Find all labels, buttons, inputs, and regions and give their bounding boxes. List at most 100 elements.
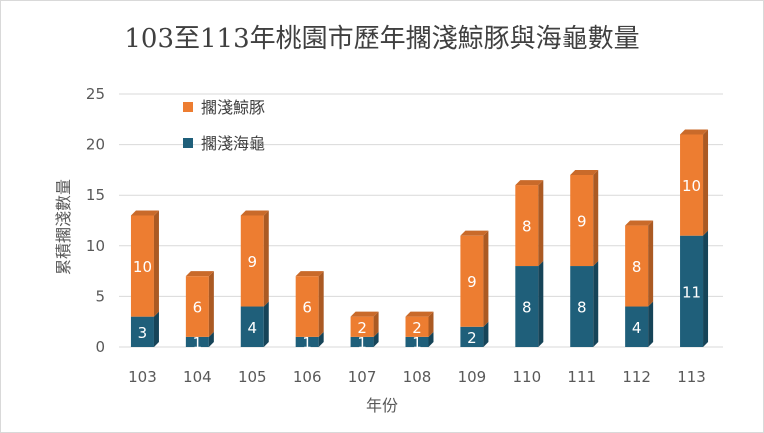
bar-top	[515, 180, 544, 186]
bar-top	[405, 311, 434, 317]
x-tick-label: 113	[677, 368, 706, 386]
bar-front	[240, 306, 264, 347]
bar-side	[703, 230, 709, 347]
bar-side	[263, 301, 269, 347]
x-tick-label: 111	[567, 368, 596, 386]
bar-side	[428, 311, 434, 337]
data-label: 10	[133, 258, 152, 276]
bar-front	[460, 235, 484, 327]
y-tick-label: 10	[86, 237, 105, 255]
bar-front	[460, 326, 484, 347]
bar-side	[648, 220, 654, 307]
data-label: 2	[412, 319, 422, 337]
data-label: 9	[577, 213, 587, 231]
data-label: 11	[682, 283, 701, 301]
x-tick-label: 104	[183, 368, 212, 386]
bar-side	[428, 331, 434, 347]
bar-side	[153, 210, 159, 317]
data-label: 8	[577, 299, 587, 317]
bar-side	[373, 331, 379, 347]
data-label: 1	[302, 334, 312, 352]
x-tick-label: 112	[622, 368, 651, 386]
bar-side	[483, 321, 489, 347]
data-label: 1	[357, 334, 367, 352]
legend-item: 擱淺海龜	[183, 134, 265, 153]
bar-segment: 4	[625, 301, 654, 347]
bar-side	[593, 261, 599, 347]
legend-swatch	[183, 138, 193, 148]
legend-label: 擱淺鯨豚	[201, 98, 265, 117]
bar-top	[460, 230, 489, 236]
data-label: 8	[632, 258, 642, 276]
bar-side	[208, 271, 214, 337]
data-label: 9	[467, 273, 477, 291]
data-label: 9	[247, 253, 257, 271]
bar-side	[208, 331, 214, 347]
legend-swatch	[183, 102, 193, 112]
data-label: 10	[682, 177, 701, 195]
bar-segment: 6	[295, 271, 324, 337]
bar-segment: 4	[240, 301, 269, 347]
x-tick-label: 106	[293, 368, 322, 386]
bar-top	[570, 169, 599, 175]
bar-segment: 8	[515, 180, 544, 267]
bar-segment: 1	[295, 331, 324, 352]
bar-top	[295, 271, 324, 277]
x-tick-label: 103	[128, 368, 157, 386]
bar-side	[538, 180, 544, 267]
bar-side	[153, 311, 159, 347]
bar-front	[295, 276, 319, 337]
bar-segment: 8	[515, 261, 544, 347]
bar-front	[350, 336, 374, 347]
x-tick-label: 109	[458, 368, 487, 386]
bar-front	[240, 215, 264, 307]
bar-front	[350, 316, 374, 337]
data-label: 2	[357, 319, 367, 337]
bar-segment: 9	[570, 169, 599, 267]
chart-title: 103至113年桃園市歷年擱淺鯨豚與海龜數量	[124, 24, 639, 54]
bar-front	[570, 266, 594, 347]
data-label: 4	[247, 319, 257, 337]
grid-lines	[119, 93, 723, 348]
y-axis-label: 累積擱淺數量	[54, 179, 73, 275]
y-tick-label: 20	[86, 136, 105, 154]
bar-front	[185, 336, 209, 347]
bar-front	[680, 235, 704, 347]
data-label: 3	[138, 324, 148, 342]
bar-segment: 8	[625, 220, 654, 307]
bar-segment: 1	[405, 331, 434, 352]
bar-segment: 2	[405, 311, 434, 337]
bar-front	[515, 185, 539, 267]
x-tick-label: 110	[512, 368, 541, 386]
bar-top	[130, 210, 159, 216]
data-label: 6	[193, 299, 203, 317]
bar-segment: 3	[130, 311, 159, 347]
y-tick-label: 25	[86, 85, 105, 103]
y-tick-label: 0	[95, 338, 105, 356]
bar-segment: 1	[185, 331, 214, 352]
data-label: 1	[193, 334, 203, 352]
bar-segment: 8	[570, 261, 599, 347]
bar-front	[295, 336, 319, 347]
bar-side	[263, 210, 269, 307]
legend-item: 擱淺鯨豚	[183, 98, 265, 117]
x-tick-label: 105	[238, 368, 267, 386]
bar-segment: 10	[130, 210, 159, 317]
bar-top	[680, 129, 709, 135]
bar-front	[625, 225, 649, 307]
bar-segment: 1	[350, 331, 379, 352]
bar-segment: 2	[350, 311, 379, 337]
bar-top	[185, 271, 214, 277]
bar-front	[680, 134, 704, 236]
y-axis-ticks: 0 5 10 15 20 25	[86, 85, 105, 356]
data-label: 1	[412, 334, 422, 352]
bar-segment: 9	[460, 230, 489, 327]
bar-segment: 2	[460, 321, 489, 347]
bar-side	[483, 230, 489, 327]
data-label: 8	[522, 299, 532, 317]
bar-front	[405, 316, 429, 337]
x-tick-label: 107	[348, 368, 377, 386]
